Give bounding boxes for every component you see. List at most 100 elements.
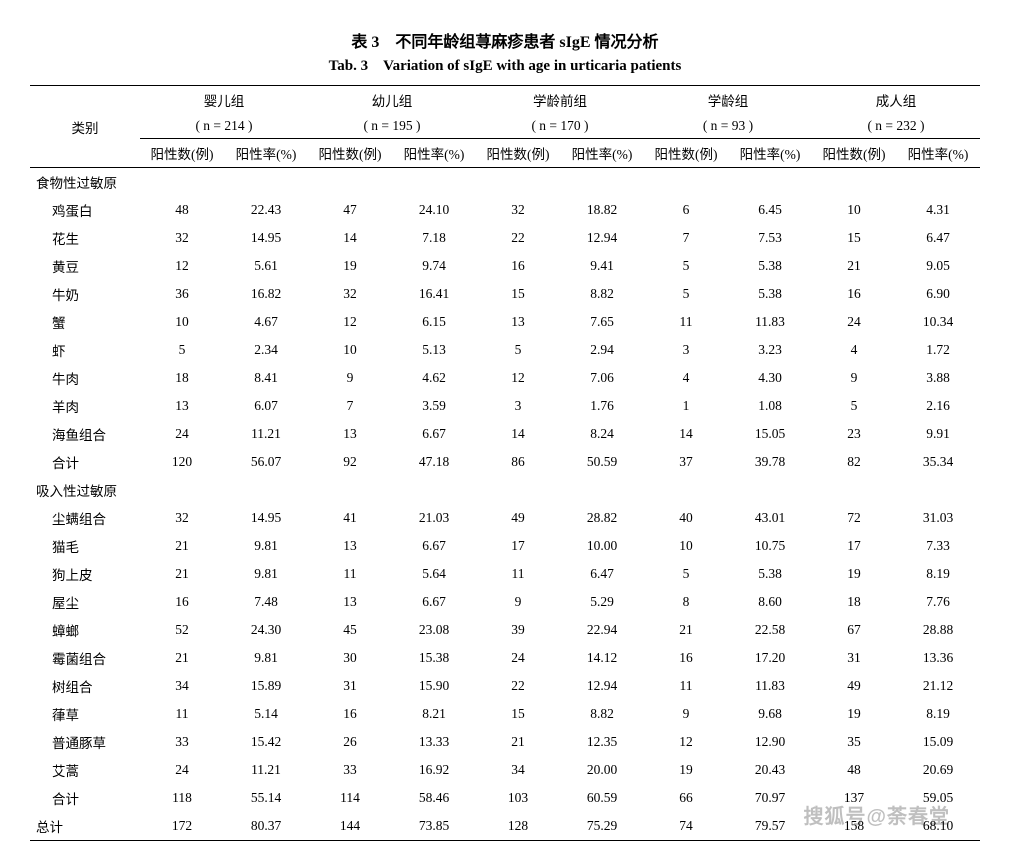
- cell: 22: [476, 672, 560, 700]
- sub-rate-4: 阳性率(%): [896, 139, 980, 168]
- cell: 17: [476, 532, 560, 560]
- cell: 15.90: [392, 672, 476, 700]
- sub-count-0: 阳性数(例): [140, 139, 224, 168]
- row-label: 虾: [30, 336, 140, 364]
- cell: 14.95: [224, 504, 308, 532]
- cell: 9.74: [392, 252, 476, 280]
- row-label: 树组合: [30, 672, 140, 700]
- cell: 19: [308, 252, 392, 280]
- table-row: 蟑螂5224.304523.083922.942122.586728.88: [30, 616, 980, 644]
- group-name-4: 成人组: [812, 86, 980, 115]
- cell: 28.88: [896, 616, 980, 644]
- cell: 9.91: [896, 420, 980, 448]
- cell: 58.46: [392, 784, 476, 812]
- cell: 7: [644, 224, 728, 252]
- cell: 92: [308, 448, 392, 476]
- cell: 7.76: [896, 588, 980, 616]
- cell: 7.33: [896, 532, 980, 560]
- cell: 15: [476, 280, 560, 308]
- cell: 120: [140, 448, 224, 476]
- sub-rate-2: 阳性率(%): [560, 139, 644, 168]
- cell: 11: [644, 308, 728, 336]
- cell: 10: [812, 196, 896, 224]
- cell: 28.82: [560, 504, 644, 532]
- group-name-2: 学龄前组: [476, 86, 644, 115]
- cell: 49: [812, 672, 896, 700]
- cell: 8.19: [896, 700, 980, 728]
- cell: 6.90: [896, 280, 980, 308]
- cell: 6.67: [392, 588, 476, 616]
- cell: 2.34: [224, 336, 308, 364]
- cell: 12.94: [560, 224, 644, 252]
- cell: 50.59: [560, 448, 644, 476]
- table-row: 黄豆125.61199.74169.4155.38219.05: [30, 252, 980, 280]
- cell: 16: [476, 252, 560, 280]
- row-label: 花生: [30, 224, 140, 252]
- group-n-2: ( n = 170 ): [476, 114, 644, 139]
- cell: 5: [476, 336, 560, 364]
- sub-count-2: 阳性数(例): [476, 139, 560, 168]
- cell: 4: [812, 336, 896, 364]
- cell: 21: [476, 728, 560, 756]
- row-label: 狗上皮: [30, 560, 140, 588]
- cell: 11.21: [224, 420, 308, 448]
- table-row: 牛奶3616.823216.41158.8255.38166.90: [30, 280, 980, 308]
- sub-rate-3: 阳性率(%): [728, 139, 812, 168]
- cell: 10.75: [728, 532, 812, 560]
- table-row: 虾52.34105.1352.9433.2341.72: [30, 336, 980, 364]
- cell: 23.08: [392, 616, 476, 644]
- cell: 12: [140, 252, 224, 280]
- cell: 6.15: [392, 308, 476, 336]
- cell: 15.09: [896, 728, 980, 756]
- section-inhale: 吸入性过敏原: [30, 476, 980, 504]
- cell: 5.14: [224, 700, 308, 728]
- cell: 73.85: [392, 812, 476, 841]
- cell: 24: [812, 308, 896, 336]
- cell: 43.01: [728, 504, 812, 532]
- cell: 6.67: [392, 420, 476, 448]
- cell: 5: [644, 252, 728, 280]
- cell: 31.03: [896, 504, 980, 532]
- group-name-0: 婴儿组: [140, 86, 308, 115]
- group-n-0: ( n = 214 ): [140, 114, 308, 139]
- cell: 9.41: [560, 252, 644, 280]
- cell: 8.19: [896, 560, 980, 588]
- cell: 9: [644, 700, 728, 728]
- table-head: 类别 婴儿组 幼儿组 学龄前组 学龄组 成人组 ( n = 214 ) ( n …: [30, 86, 980, 168]
- table-row: 合计12056.079247.188650.593739.788235.34: [30, 448, 980, 476]
- cell: 60.59: [560, 784, 644, 812]
- cell: 1: [644, 392, 728, 420]
- table-row: 猫毛219.81136.671710.001010.75177.33: [30, 532, 980, 560]
- row-label: 普通豚草: [30, 728, 140, 756]
- cell: 6.67: [392, 532, 476, 560]
- table-row: 普通豚草3315.422613.332112.351212.903515.09: [30, 728, 980, 756]
- cell: 18: [812, 588, 896, 616]
- cell: 16: [308, 700, 392, 728]
- cell: 3.23: [728, 336, 812, 364]
- cell: 14: [476, 420, 560, 448]
- cell: 39.78: [728, 448, 812, 476]
- cell: 12.90: [728, 728, 812, 756]
- table-row: 艾蒿2411.213316.923420.001920.434820.69: [30, 756, 980, 784]
- cell: 118: [140, 784, 224, 812]
- sub-rate-1: 阳性率(%): [392, 139, 476, 168]
- cell: 16.41: [392, 280, 476, 308]
- cell: 21: [140, 560, 224, 588]
- cell: 21: [140, 644, 224, 672]
- cell: 144: [308, 812, 392, 841]
- cell: 32: [308, 280, 392, 308]
- cell: 16.82: [224, 280, 308, 308]
- cell: 2.94: [560, 336, 644, 364]
- cell: 21.12: [896, 672, 980, 700]
- cell: 10: [308, 336, 392, 364]
- cell: 5: [140, 336, 224, 364]
- cell: 16: [140, 588, 224, 616]
- cell: 20.00: [560, 756, 644, 784]
- cell: 6.47: [896, 224, 980, 252]
- row-label: 霉菌组合: [30, 644, 140, 672]
- cell: 16: [812, 280, 896, 308]
- cell: 15.89: [224, 672, 308, 700]
- table-row: 鸡蛋白4822.434724.103218.8266.45104.31: [30, 196, 980, 224]
- cell: 20.43: [728, 756, 812, 784]
- cell: 15: [476, 700, 560, 728]
